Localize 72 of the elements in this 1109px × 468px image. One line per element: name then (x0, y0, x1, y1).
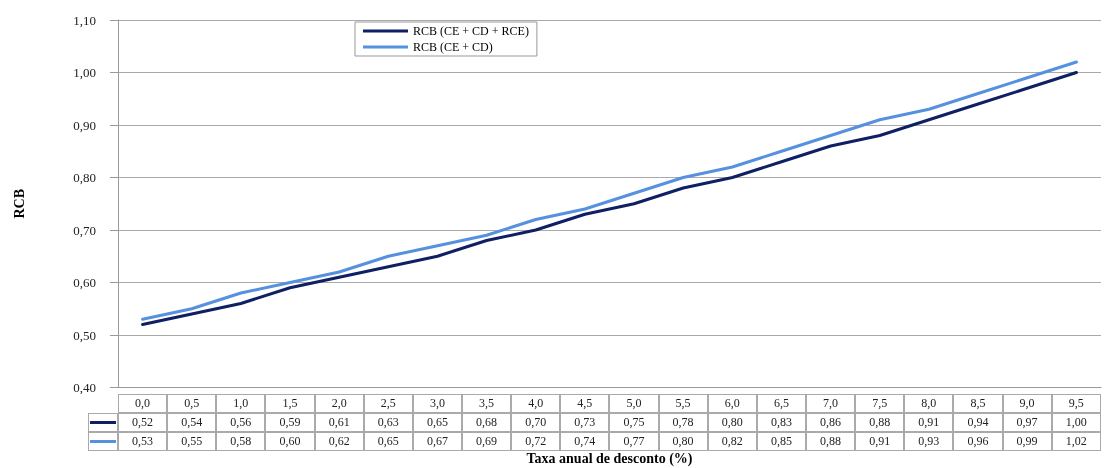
data-label: 0,65 (412, 413, 462, 432)
x-tick-label: 7,5 (855, 394, 905, 413)
data-label: 0,83 (756, 413, 806, 432)
data-label: 0,96 (953, 432, 1003, 451)
x-tick-label: 8,0 (904, 394, 954, 413)
data-label: 0,80 (707, 413, 757, 432)
x-tick-label: 1,5 (265, 394, 315, 413)
x-tick-label: 4,0 (511, 394, 561, 413)
data-label: 0,69 (461, 432, 512, 451)
data-label: 0,85 (756, 432, 806, 451)
data-label: 0,74 (560, 432, 610, 451)
data-label: 0,58 (216, 432, 266, 451)
x-tick-label: 9,5 (1051, 394, 1101, 413)
x-axis-title: Taxa anual de desconto (%) (525, 451, 694, 467)
data-label: 0,61 (314, 413, 364, 432)
data-label: 0,78 (658, 413, 708, 432)
data-label: 0,52 (118, 413, 168, 432)
y-tick-label: 0,50 (73, 327, 96, 343)
x-tick-label: 3,0 (412, 394, 462, 413)
data-label: 0,56 (216, 413, 266, 432)
x-tick-label: 6,0 (707, 394, 757, 413)
data-label: 0,65 (363, 432, 413, 451)
data-label: 0,73 (560, 413, 610, 432)
y-tick-label: 0,60 (73, 275, 96, 290)
data-label: 0,82 (707, 432, 757, 451)
data-label: 0,60 (265, 432, 315, 451)
data-label: 0,99 (1002, 432, 1052, 451)
x-tick-label: 4,5 (560, 394, 610, 413)
data-label: 0,53 (118, 432, 168, 451)
x-tick-label: 5,5 (658, 394, 708, 413)
data-label: 0,59 (265, 413, 315, 432)
data-label: 0,77 (609, 432, 659, 451)
data-label: 0,67 (412, 432, 462, 451)
data-label: 0,88 (805, 432, 856, 451)
x-tick-label: 2,5 (363, 394, 413, 413)
data-label: 0,80 (658, 432, 708, 451)
data-label: 1,00 (1051, 413, 1101, 432)
y-tick-label: 0,40 (73, 380, 96, 395)
x-tick-label: 0,0 (118, 394, 168, 413)
y-tick-label: 1,00 (73, 65, 96, 80)
data-label: 0,86 (805, 413, 856, 432)
data-label: 0,97 (1002, 413, 1052, 432)
y-tick-label: 0,90 (73, 117, 96, 133)
x-tick-label: 7,0 (805, 394, 856, 413)
y-tick-label: 0,70 (73, 222, 96, 238)
data-label: 0,55 (167, 432, 217, 451)
x-tick-label: 3,5 (461, 394, 512, 413)
data-label: 0,91 (855, 432, 905, 451)
data-label: 0,88 (855, 413, 905, 432)
legend-label: RCB (CE + CD + RCE) (413, 24, 529, 38)
data-label: 0,91 (904, 413, 954, 432)
x-tick-label: 8,5 (953, 394, 1003, 413)
y-tick-label: 1,10 (73, 12, 96, 28)
data-label: 0,63 (363, 413, 413, 432)
data-label: 0,93 (904, 432, 954, 451)
y-axis-title: RCB (11, 188, 27, 219)
data-label: 0,72 (511, 432, 561, 451)
data-label: 0,75 (609, 413, 659, 432)
x-tick-label: 9,0 (1002, 394, 1052, 413)
data-label: 0,70 (511, 413, 561, 432)
y-tick-label: 0,80 (73, 170, 96, 185)
data-label: 1,02 (1051, 432, 1101, 451)
data-label: 0,54 (167, 413, 217, 432)
x-tick-label: 0,5 (167, 394, 217, 413)
x-tick-label: 1,0 (216, 394, 266, 413)
legend-label: RCB (CE + CD) (413, 40, 493, 54)
data-label: 0,62 (314, 432, 364, 451)
x-tick-label: 6,5 (756, 394, 806, 413)
x-tick-label: 2,0 (314, 394, 364, 413)
x-tick-label: 5,0 (609, 394, 659, 413)
data-label: 0,68 (461, 413, 512, 432)
data-label: 0,94 (953, 413, 1003, 432)
